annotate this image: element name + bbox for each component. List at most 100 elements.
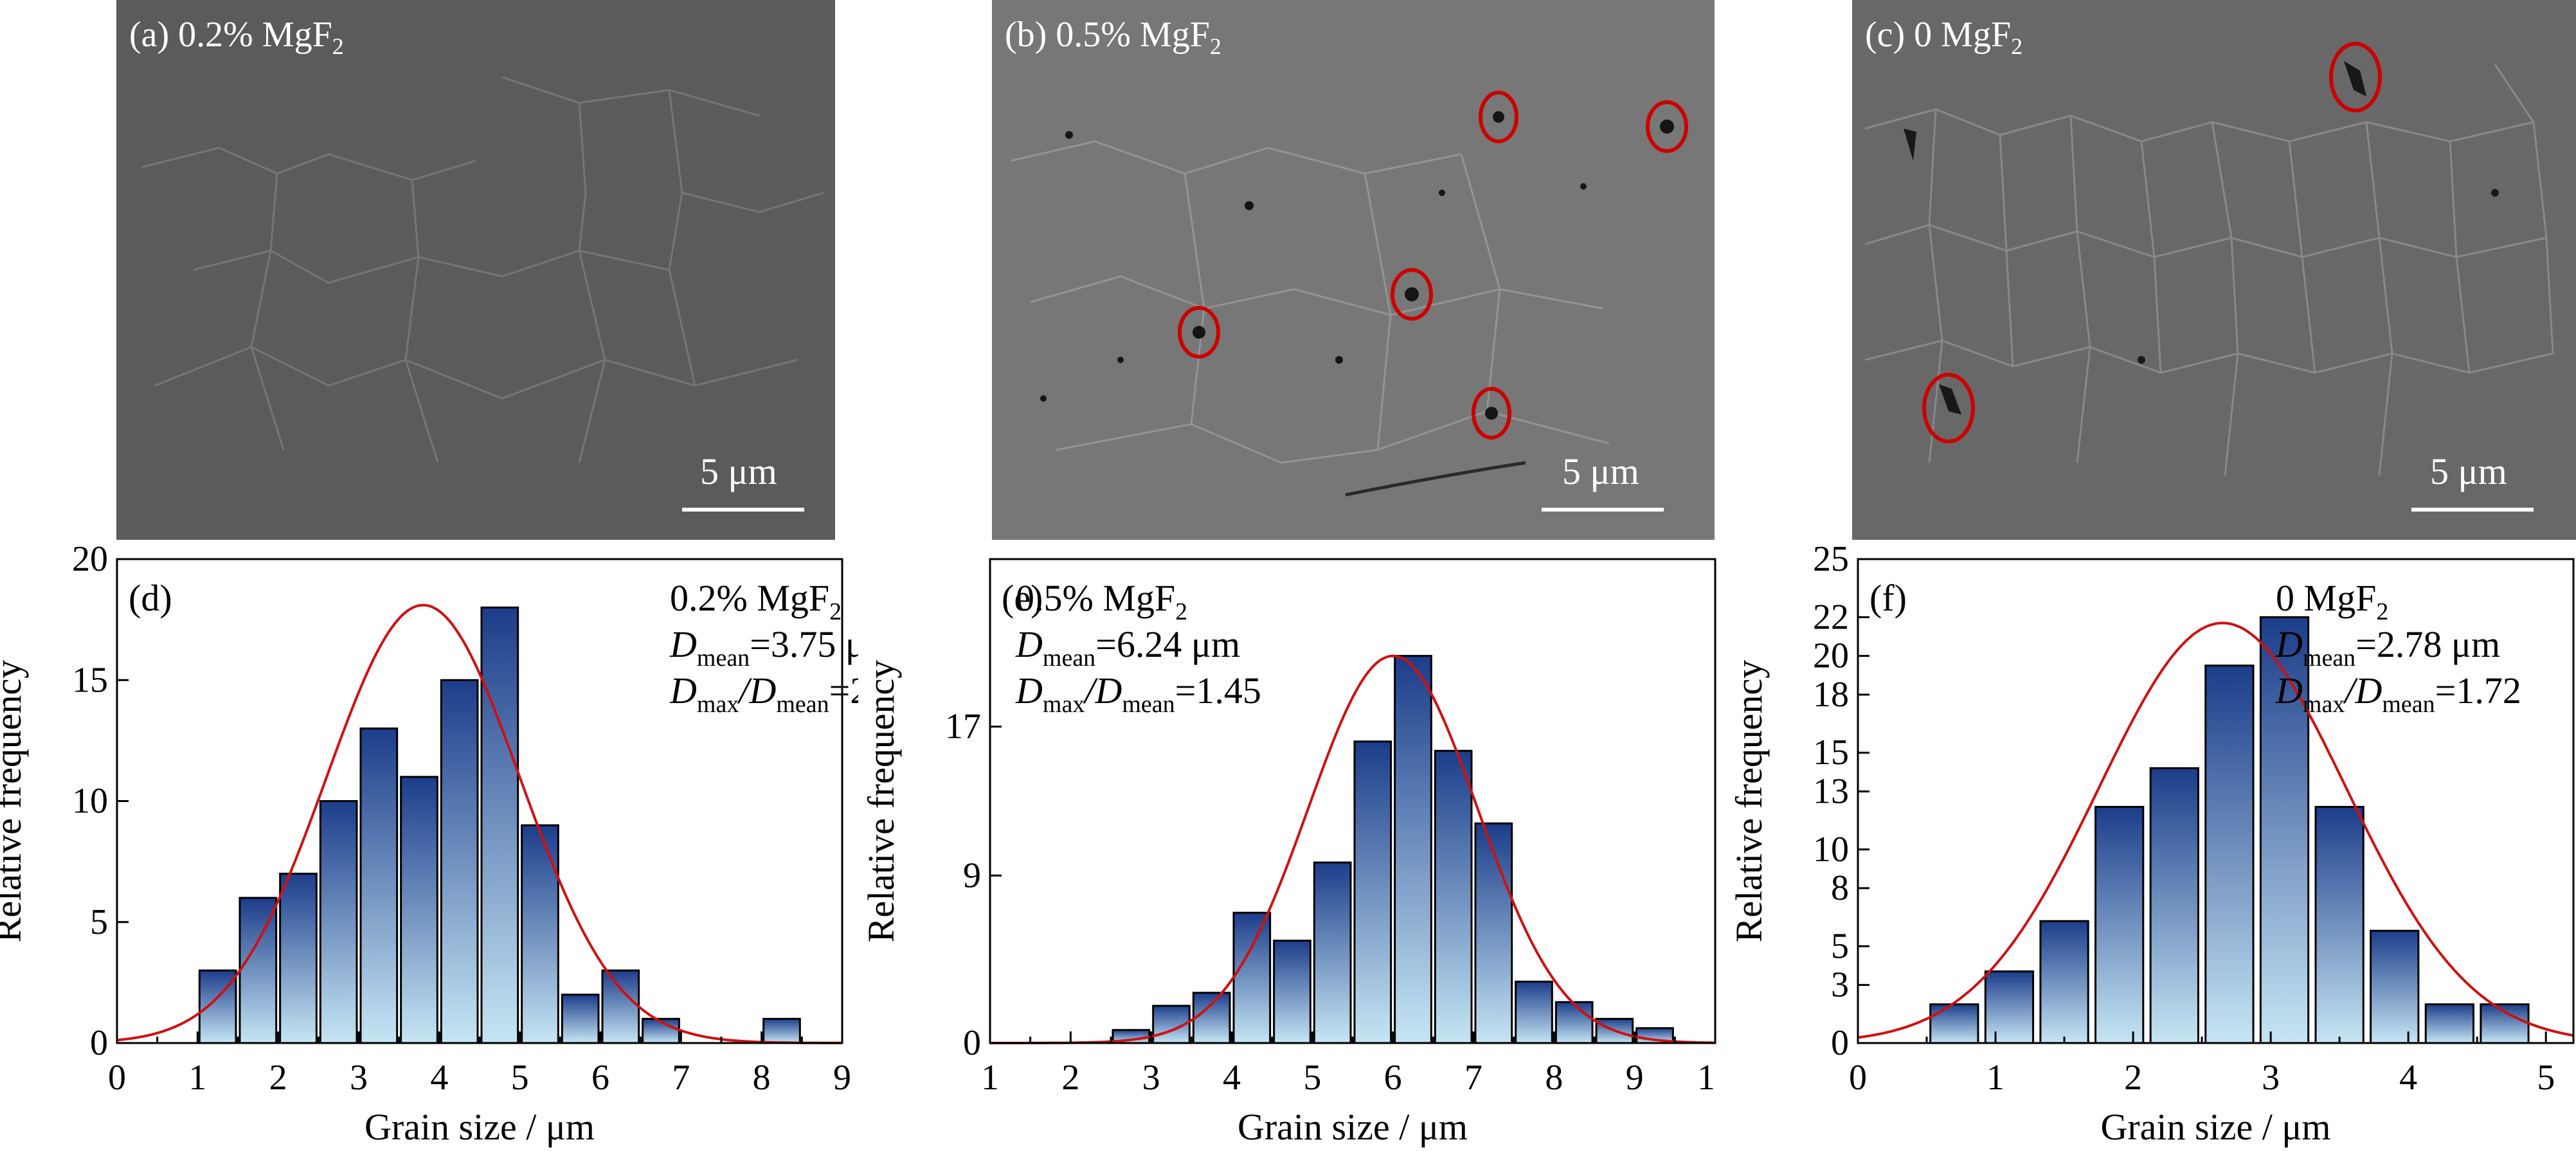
y-tick-label: 13	[1813, 771, 1849, 811]
panel-label: (d)	[129, 577, 172, 619]
scale-bar-a	[682, 508, 804, 512]
y-tick-label: 0	[1831, 1023, 1849, 1063]
y-tick-label: 8	[1831, 868, 1849, 908]
histogram-svg-d: 0 1 2 3 4 5 6 7 8 9 0 5 10 15 20 Grain size / μm Relativ…	[0, 540, 858, 1148]
histogram-bar	[2480, 1003, 2530, 1044]
histogram-bar	[1515, 980, 1553, 1044]
x-axis-label: Grain size / μm	[1238, 1106, 1468, 1148]
y-tick-label: 15	[1813, 733, 1849, 772]
x-tick-label: 9	[833, 1058, 851, 1098]
x-tick-label: 8	[1545, 1058, 1563, 1098]
x-tick-label: 4	[430, 1058, 448, 1098]
histogram-bar	[1394, 655, 1432, 1044]
sem-panel-c: (c) 0 MgF2 5 μm	[1852, 0, 2576, 540]
x-tick-label: 7	[1464, 1058, 1482, 1098]
sem-label-b: (b) 0.5% MgF2	[1005, 15, 1221, 60]
x-axis-label: Grain size / μm	[365, 1106, 595, 1148]
histogram-bar	[1353, 740, 1392, 1044]
histogram-bar	[2259, 616, 2310, 1044]
histogram-bar	[1929, 1003, 1979, 1044]
scale-label-c: 5 μm	[2430, 451, 2507, 492]
legend-sample-label: 0.5% MgF2	[1016, 577, 1187, 625]
sem-image-c	[1852, 0, 2576, 540]
x-axis-label: Grain size / μm	[2100, 1106, 2330, 1148]
x-tick-label: 5	[511, 1058, 529, 1098]
x-tick-label: 4	[2399, 1058, 2417, 1098]
histogram-bar	[440, 679, 479, 1044]
scale-bar-b	[1542, 508, 1664, 512]
histogram-bar	[2094, 806, 2145, 1044]
y-tick-label: 3	[1831, 965, 1849, 1005]
gaussian-fit-curve	[990, 654, 1716, 1044]
histogram-bar	[561, 994, 600, 1044]
x-tick-label: 3	[1142, 1058, 1160, 1098]
y-axis-label: Relative frequency	[1728, 660, 1770, 943]
x-tick-label: 6	[1384, 1058, 1402, 1098]
histogram-bar	[279, 872, 318, 1044]
y-axis-label: Relative frequency	[0, 660, 29, 943]
x-tick-label: 7	[672, 1058, 690, 1098]
x-tick-label: 6	[591, 1058, 609, 1098]
histogram-bar	[1273, 940, 1311, 1044]
histogram-bar	[400, 776, 438, 1044]
histogram-bar	[2424, 1003, 2474, 1044]
x-tick-label: 2	[1061, 1058, 1079, 1098]
histogram-chart-d: 0 1 2 3 4 5 6 7 8 9 0 5 10 15 20 Grain size / μm Relativ…	[0, 540, 858, 1151]
y-tick-label: 10	[72, 781, 108, 821]
panel-label: (e)	[1002, 577, 1043, 619]
legend-sample-label: 0.2% MgF2	[670, 577, 842, 625]
x-tick-label: 3	[350, 1058, 368, 1098]
histogram-bar	[762, 1017, 801, 1044]
x-tick-label: 2	[2124, 1058, 2142, 1098]
mean-size-annotation: Dmean=2.78 μm	[2275, 623, 2500, 672]
histogram-chart-e: 1 2 3 4 5 6 7 8 9 10 0 9 17 Grain size / μm Relative f…	[858, 540, 1716, 1151]
y-tick-label: 22	[1813, 597, 1849, 637]
histogram-bar	[1434, 749, 1473, 1044]
histogram-bar	[359, 727, 399, 1044]
histogram-bar	[2370, 929, 2420, 1044]
histogram-bar	[2314, 806, 2364, 1044]
histogram-bar	[239, 897, 278, 1044]
y-axis-label: Relative frequency	[860, 660, 902, 943]
sem-label-c: (c) 0 MgF2	[1865, 15, 2023, 60]
plot-frame	[1857, 558, 2575, 1044]
legend-sample-label: 0 MgF2	[2276, 577, 2388, 625]
sem-label-a: (a) 0.2% MgF2	[129, 15, 344, 60]
sem-panel-b: (b) 0.5% MgF2 5 μm	[992, 0, 1715, 540]
sem-image-b	[992, 0, 1715, 540]
x-tick-label: 0	[108, 1058, 126, 1098]
histogram-bar	[319, 800, 358, 1044]
mean-size-annotation: Dmean=3.75 μm	[669, 623, 858, 672]
histogram-bar	[1232, 911, 1272, 1044]
histogram-bar	[2039, 920, 2089, 1044]
x-tick-label: 5	[2537, 1058, 2555, 1098]
scale-label-a: 5 μm	[700, 451, 777, 492]
y-tick-label: 10	[1813, 830, 1849, 870]
sem-panel-a: (a) 0.2% MgF2 5 μm	[116, 0, 835, 540]
y-tick-label: 5	[1831, 926, 1849, 966]
y-tick-label: 25	[1813, 540, 1849, 579]
y-tick-label: 20	[72, 540, 108, 579]
size-ratio-annotation: Dmax/Dmean=1.72	[2275, 670, 2521, 718]
histogram-chart-f: 0 1 2 3 4 5 0 3 5 8 10 13 15 18 20 22 25 Grain size / μm R…	[1716, 540, 2576, 1151]
y-tick-label: 17	[945, 707, 981, 747]
mean-size-annotation: Dmean=6.24 μm	[1015, 623, 1240, 672]
x-tick-label: 8	[753, 1058, 771, 1098]
histogram-bar	[2204, 665, 2255, 1044]
histogram-bar	[480, 606, 519, 1044]
x-tick-label: 0	[1849, 1058, 1867, 1098]
histogram-bar	[1474, 822, 1513, 1044]
gaussian-fit-curve	[1857, 621, 2574, 1039]
x-tick-label: 1	[188, 1058, 206, 1098]
x-tick-label: 5	[1303, 1058, 1321, 1098]
histogram-bar	[601, 969, 640, 1044]
panel-label: (f)	[1869, 577, 1907, 619]
histogram-bar	[1984, 970, 2035, 1044]
scale-bar-c	[2411, 508, 2534, 512]
y-tick-label: 0	[90, 1023, 108, 1063]
y-tick-label: 9	[963, 855, 981, 895]
histogram-bar	[1313, 861, 1352, 1044]
x-tick-label: 1	[981, 1058, 999, 1098]
y-tick-label: 18	[1813, 675, 1849, 715]
